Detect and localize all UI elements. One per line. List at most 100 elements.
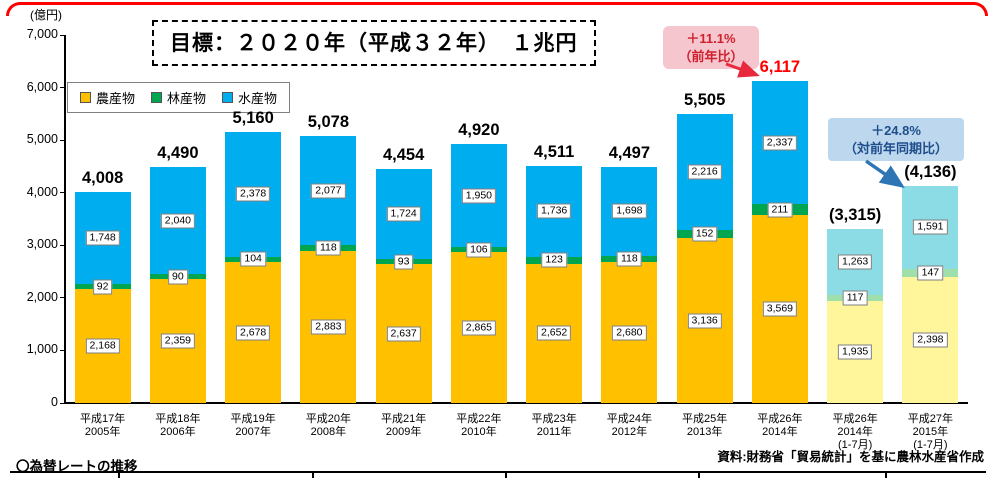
segment-value-label: 93 <box>393 254 414 270</box>
y-tick-label: 6,000 <box>26 79 58 94</box>
x-tick-label: 平成19年 <box>230 413 276 425</box>
segment-value-label: 1,748 <box>85 230 120 246</box>
bar-total-label: 4,497 <box>608 143 651 162</box>
x-tick-label: 平成17年 <box>80 413 126 425</box>
y-axis-unit-label: (億円) <box>30 8 62 22</box>
segment-value-label: 2,337 <box>762 135 798 151</box>
y-tick-mark <box>60 297 65 299</box>
segment-value-label: 1,935 <box>837 344 873 360</box>
y-tick-mark <box>60 139 65 141</box>
y-tick-label: 5,000 <box>26 132 58 147</box>
exchange-rate-heading: 〇為替レートの推移 <box>16 459 138 474</box>
x-tick-label: 平成22年 <box>456 413 502 425</box>
segment-value-label: 118 <box>316 240 341 256</box>
segment-value-label: 106 <box>466 242 492 258</box>
legend-item: 林産物 <box>151 88 206 107</box>
annotation-ytd-caption: （対前年同期比） <box>843 140 948 156</box>
x-tick-label: (1-7月) <box>913 439 948 451</box>
x-tick-label: 2011年 <box>536 426 572 438</box>
x-tick-label: 平成26年 <box>832 413 878 425</box>
segment-value-label: 2,637 <box>386 326 421 342</box>
bar-total-label: 5,078 <box>307 113 350 132</box>
cropped-table-tick <box>505 471 507 478</box>
bar-total-label: 4,920 <box>458 121 500 140</box>
y-tick-mark <box>60 87 65 89</box>
bar-total-label: 5,160 <box>232 108 274 127</box>
x-tick-label: 平成24年 <box>606 413 652 425</box>
bar-total-label: 4,490 <box>157 144 199 162</box>
y-tick-label: 0 <box>51 395 58 409</box>
bar-total-label: 4,454 <box>382 145 425 164</box>
annotation-yoy-value: ＋11.1% <box>686 31 736 46</box>
bar-total-label: (4,136) <box>904 162 957 181</box>
chart-legend: 農産物 林産物 水産物 <box>67 82 291 113</box>
segment-value-label: 2,680 <box>612 325 647 341</box>
segment-value-label: 1,950 <box>461 188 497 204</box>
x-tick-label: 2008年 <box>310 426 347 438</box>
cropped-table-tick <box>698 471 700 478</box>
segment-value-label: 123 <box>541 252 567 268</box>
y-tick-mark <box>60 192 65 194</box>
x-tick-label: 平成26年 <box>757 413 803 425</box>
segment-value-label: 2,216 <box>687 164 722 180</box>
segment-value-label: 104 <box>240 251 266 267</box>
x-tick-label: 2009年 <box>385 426 422 438</box>
cropped-table-tick <box>118 471 120 478</box>
legend-swatch <box>222 92 234 103</box>
segment-value-label: 92 <box>92 279 113 295</box>
x-tick-label: 平成21年 <box>381 413 427 425</box>
segment-value-label: 211 <box>767 202 793 218</box>
segment-value-label: 1,736 <box>536 203 572 219</box>
x-tick-label: 2015年 <box>912 426 949 438</box>
segment-value-label: 117 <box>842 290 868 306</box>
x-tick-label: 平成18年 <box>155 413 201 425</box>
y-tick-label: 1,000 <box>26 342 58 357</box>
segment-value-label: 2,652 <box>536 325 572 341</box>
segment-value-label: 2,040 <box>160 213 196 229</box>
annotation-ytd-value: ＋24.8% <box>871 123 921 138</box>
x-tick-label: 2014年 <box>762 426 798 438</box>
annotation-yoy-caption: （前年比） <box>678 48 744 64</box>
segment-value-label: 2,077 <box>311 183 346 199</box>
bar-total-label: 4,511 <box>533 142 575 161</box>
cropped-table-tick <box>312 471 314 478</box>
segment-value-label: 118 <box>617 251 642 267</box>
segment-value-label: 2,398 <box>913 332 948 348</box>
x-tick-label: 2005年 <box>84 426 121 438</box>
segment-value-label: 1,263 <box>837 254 873 270</box>
segment-value-label: 147 <box>917 265 944 281</box>
segment-value-label: 2,359 <box>160 333 196 349</box>
x-tick-label: 平成23年 <box>531 413 577 425</box>
legend-item: 水産物 <box>222 88 277 107</box>
legend-label: 水産物 <box>238 91 278 106</box>
chart-goal-title-box: 目標：２０２０年（平成３２年） １兆円 <box>152 20 596 66</box>
x-tick-label: 2010年 <box>461 426 497 438</box>
y-tick-label: 7,000 <box>26 27 58 41</box>
x-tick-label: 2012年 <box>611 426 648 438</box>
segment-value-label: 3,569 <box>762 301 798 317</box>
segment-value-label: 2,168 <box>85 338 120 354</box>
y-tick-label: 2,000 <box>26 289 58 304</box>
legend-swatch <box>80 92 91 103</box>
segment-value-label: 2,883 <box>311 319 346 335</box>
legend-swatch <box>151 92 163 103</box>
x-tick-label: 平成20年 <box>305 413 351 425</box>
legend-label: 林産物 <box>167 91 207 106</box>
x-tick-label: 2014年 <box>837 426 873 438</box>
chart-goal-title: 目標：２０２０年（平成３２年） １兆円 <box>170 32 578 55</box>
annotation-yoy-box: ＋11.1% （前年比） <box>663 26 759 70</box>
bar-total-label: 6,117 <box>759 58 801 77</box>
legend-label: 農産物 <box>96 91 136 106</box>
segment-value-label: 152 <box>691 226 718 242</box>
cropped-table-top-border <box>10 471 986 473</box>
y-tick-mark <box>60 349 65 351</box>
segment-value-label: 1,698 <box>612 203 647 219</box>
segment-value-label: 3,136 <box>687 313 722 329</box>
x-tick-label: 2007年 <box>235 426 271 438</box>
x-axis-line <box>65 402 968 404</box>
slide-frame-border <box>6 2 988 16</box>
x-tick-label: 平成25年 <box>682 413 728 425</box>
y-axis-line <box>64 35 66 403</box>
